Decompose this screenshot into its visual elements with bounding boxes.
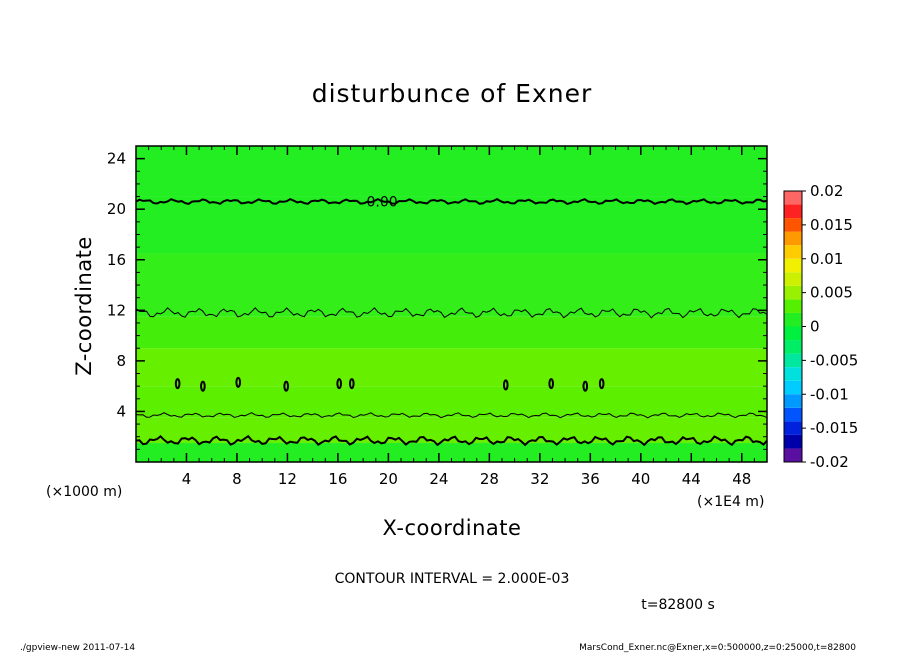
x-tick-label-24: 24 <box>429 470 448 488</box>
x-tick-label-36: 36 <box>581 470 600 488</box>
colorbar-label-8: -0.02 <box>810 453 849 471</box>
footer-right-note: MarsCond_Exner.nc@Exner,x=0:500000,z=0:2… <box>579 643 856 653</box>
x-tick-label-8: 8 <box>232 470 242 488</box>
small-contour-6 <box>502 379 509 391</box>
colorbar-swatch-0 <box>784 448 802 462</box>
colorbar-swatch-5 <box>784 380 802 395</box>
colorbar-swatch-19 <box>784 191 802 205</box>
colorbar-swatch-14 <box>784 258 802 273</box>
small-contour-7 <box>548 378 554 390</box>
colorbar-swatch-2 <box>784 421 802 435</box>
filled-band-0 <box>136 443 767 462</box>
filled-band-5 <box>136 253 767 317</box>
x-tick-label-44: 44 <box>682 470 701 488</box>
filled-band-7 <box>136 146 767 197</box>
filled-band-1 <box>136 417 767 444</box>
time-label: t=82800 s <box>641 597 715 613</box>
colorbar-swatch-13 <box>784 272 802 286</box>
colorbar-label-6: -0.01 <box>810 385 849 403</box>
colorbar-swatch-4 <box>784 394 802 408</box>
filled-band-6 <box>136 196 767 254</box>
small-contour-1 <box>200 380 206 392</box>
y-tick-label-8: 8 <box>116 352 126 370</box>
y-unit-label: (×1000 m) <box>46 484 122 500</box>
x-tick-label-16: 16 <box>328 470 347 488</box>
x-tick-label-12: 12 <box>278 470 297 488</box>
small-contour-8 <box>582 380 589 392</box>
y-tick-label-16: 16 <box>107 251 126 269</box>
colorbar-swatch-9 <box>784 326 802 341</box>
x-tick-label-32: 32 <box>530 470 549 488</box>
small-contour-4 <box>336 378 342 390</box>
colorbar-swatch-1 <box>784 434 802 449</box>
x-tick-label-20: 20 <box>379 470 398 488</box>
y-tick-label-24: 24 <box>107 150 126 168</box>
filled-band-4 <box>136 316 767 349</box>
colorbar-swatch-18 <box>784 204 802 219</box>
y-axis-label: Z-coordinate <box>72 236 96 376</box>
x-unit-label: (×1E4 m) <box>697 494 764 510</box>
colorbar-swatch-7 <box>784 353 802 368</box>
colorbar-swatch-11 <box>784 299 802 313</box>
colorbar-label-3: 0.005 <box>810 284 853 302</box>
contour-line-1 <box>135 307 768 319</box>
x-tick-label-4: 4 <box>182 470 192 488</box>
footer-left-note: ./gpview-new 2011-07-14 <box>20 643 135 653</box>
y-tick-label-4: 4 <box>116 402 126 420</box>
colorbar-swatch-6 <box>784 367 802 381</box>
contour-label: 0.00 <box>367 195 398 211</box>
x-axis-label: X-coordinate <box>383 516 522 540</box>
chart-title: disturbunce of Exner <box>312 79 593 108</box>
x-tick-label-28: 28 <box>480 470 499 488</box>
colorbar-swatch-12 <box>784 285 802 300</box>
colorbar-swatch-3 <box>784 407 802 422</box>
colorbar-label-1: 0.015 <box>810 216 853 234</box>
colorbar-label-4: 0 <box>810 318 820 336</box>
small-contour-0 <box>174 378 181 390</box>
colorbar-swatch-8 <box>784 340 802 354</box>
x-tick-label-48: 48 <box>732 470 751 488</box>
contour-line-0 <box>135 197 768 206</box>
small-contour-9 <box>598 378 605 390</box>
colorbar-swatch-10 <box>784 312 802 327</box>
y-tick-label-12: 12 <box>107 301 126 319</box>
colorbar: 0.02 0.015 0.01 0.005 0 -0.005 -0.01 -0.015 -0.0… <box>783 182 858 471</box>
colorbar-swatch-16 <box>784 231 802 246</box>
filled-band-2 <box>136 386 767 418</box>
y-tick-label-20: 20 <box>107 200 126 218</box>
small-contour-2 <box>235 376 242 388</box>
colorbar-label-0: 0.02 <box>810 182 843 200</box>
contour-interval-text: CONTOUR INTERVAL = 2.000E-03 <box>335 571 570 587</box>
colorbar-label-5: -0.005 <box>810 351 858 369</box>
colorbar-label-7: -0.015 <box>810 419 858 437</box>
small-contour-3 <box>283 380 289 392</box>
small-contour-5 <box>349 378 355 390</box>
colorbar-swatch-17 <box>784 218 802 232</box>
colorbar-swatch-15 <box>784 245 802 259</box>
filled-band-3 <box>136 348 767 387</box>
contour-line-2 <box>135 412 768 419</box>
x-tick-label-40: 40 <box>631 470 650 488</box>
colorbar-label-2: 0.01 <box>810 250 843 268</box>
contour-line-3 <box>135 434 768 447</box>
